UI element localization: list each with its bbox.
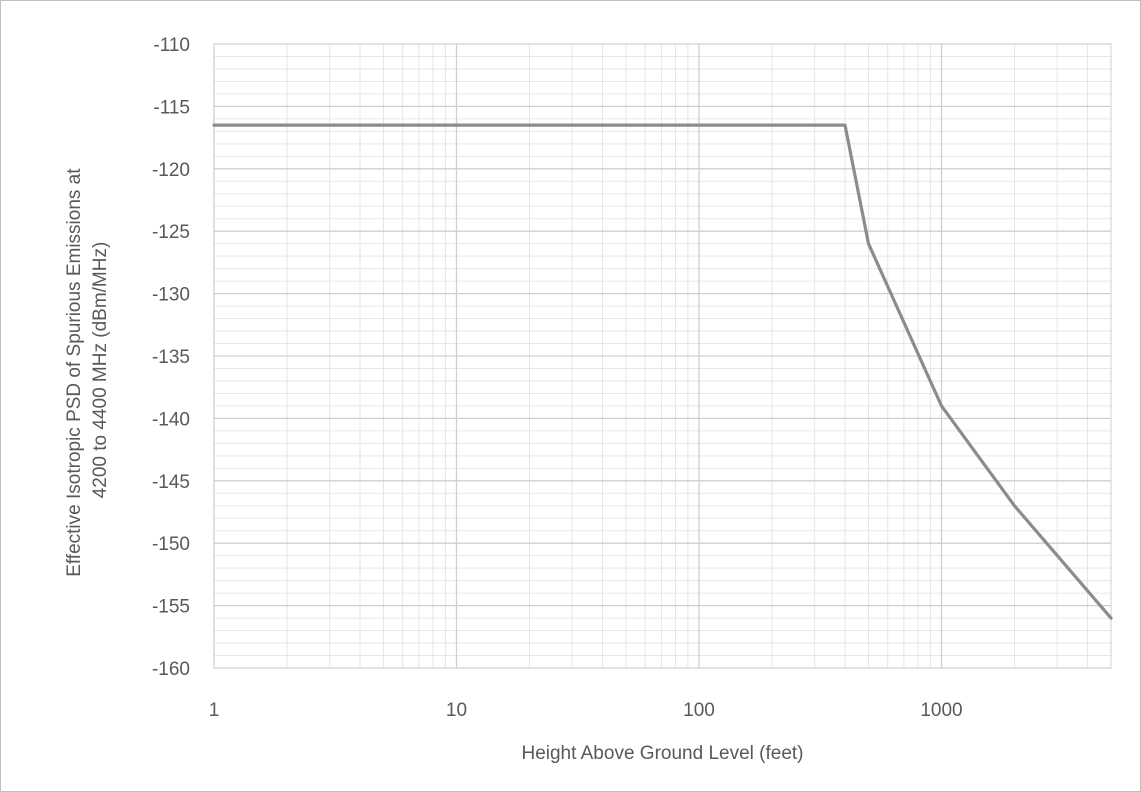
x-tick-label: 1 xyxy=(209,700,220,721)
y-axis-title: Effective Isotropic PSD of Spurious Emis… xyxy=(64,163,111,577)
y-tick-label: -140 xyxy=(152,409,190,430)
y-tick-label: -135 xyxy=(152,347,190,368)
series-layer xyxy=(212,123,1113,620)
y-tick-label: -120 xyxy=(152,160,190,181)
y-axis-title-line-2: 4200 to 4400 MHz (dBm/MHz) xyxy=(90,242,111,499)
x-tick-label: 10 xyxy=(446,700,467,721)
y-tick-label: -125 xyxy=(152,222,190,243)
x-tick-labels: 1 10 100 1000 xyxy=(209,700,963,721)
y-tick-label: -145 xyxy=(152,472,190,493)
y-tick-label: -130 xyxy=(152,285,190,306)
x-tick-label: 100 xyxy=(683,700,715,721)
y-tick-label: -160 xyxy=(152,659,190,680)
series-line xyxy=(212,123,1113,620)
y-tick-label: -155 xyxy=(152,597,190,618)
plot-area xyxy=(213,43,1112,669)
x-tick-label: 1000 xyxy=(920,700,962,721)
y-tick-label: -150 xyxy=(152,534,190,555)
y-axis-title-line-1: Effective Isotropic PSD of Spurious Emis… xyxy=(64,168,85,577)
y-tick-labels: -110 -115 -120 -125 -130 -135 -140 -145 -150 -155… xyxy=(152,35,190,680)
x-axis-title: Height Above Ground Level (feet) xyxy=(521,743,803,764)
y-tick-label: -110 xyxy=(153,35,190,56)
y-tick-label: -115 xyxy=(153,97,190,118)
